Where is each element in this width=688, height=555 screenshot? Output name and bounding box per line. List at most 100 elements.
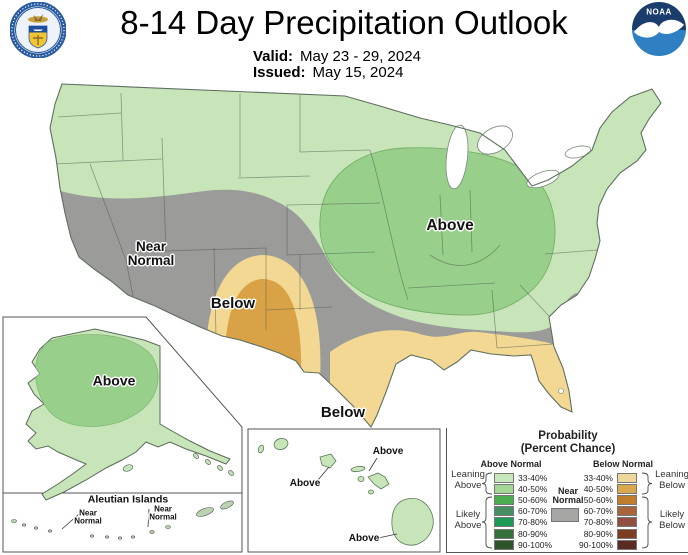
issued-label: Issued: <box>253 64 306 81</box>
likely-above-brace <box>481 496 493 549</box>
legend-range-label: 60-70% <box>583 506 613 517</box>
issued-line: Issued: May 15, 2024 <box>253 64 403 81</box>
legend-color-swatch <box>494 539 514 550</box>
legend-color-swatch <box>617 528 637 539</box>
legend-row-below: 70-80% <box>567 517 637 528</box>
legend-row-above: 80-90% <box>494 528 552 539</box>
hawaii-label-above-2: Above <box>289 477 321 489</box>
legend-above-header: Above Normal <box>480 459 542 469</box>
legend-row-below: 33-40% <box>567 472 637 483</box>
leaning-below-brace <box>641 472 653 495</box>
legend-range-label: 40-50% <box>583 483 613 494</box>
legend-range-label: 80-90% <box>583 528 613 539</box>
legend-title: Probability <box>538 430 598 442</box>
legend-row-above: 90-100% <box>494 539 552 550</box>
state-borders <box>53 92 598 349</box>
legend-color-swatch <box>494 506 514 517</box>
map-label-below-southwest: Below <box>210 295 256 313</box>
legend-row-above: 50-60% <box>494 494 552 505</box>
legend-color-swatch <box>494 472 514 483</box>
noaa-logo: NOAA <box>632 2 686 56</box>
alaska-label-above: Above <box>92 372 136 389</box>
molokai <box>350 465 366 473</box>
legend-range-label: 70-80% <box>583 517 613 528</box>
legend-row-below: 90-100% <box>567 539 637 550</box>
legend-color-swatch <box>617 472 637 483</box>
map-label-near-normal: Near Normal <box>127 238 175 268</box>
legend-range-label: 50-60% <box>583 494 613 505</box>
legend-subtitle: (Percent Chance) <box>520 443 616 455</box>
region-above-midwest-40-50 <box>319 147 556 316</box>
legend-below-column: 33-40% 40-50% 50-60% 60-70% 70-80% 80-90% 90-1… <box>567 472 637 550</box>
region-hawaii-above-33-40 <box>257 437 434 546</box>
conus-outline <box>49 83 662 428</box>
issued-value: May 15, 2024 <box>312 64 404 81</box>
legend-color-swatch <box>617 539 637 550</box>
legend-range-label: 60-70% <box>518 506 548 517</box>
legend-row-below: 40-50% <box>567 483 637 494</box>
aleutian-label-near-normal-left: Near Normal <box>74 508 102 526</box>
lake-michigan <box>445 124 469 190</box>
map-label-below-gulf: Below <box>320 404 366 422</box>
valid-line: Valid: May 23 - 29, 2024 <box>253 48 421 65</box>
region-below-gulf-33-40 <box>330 330 625 427</box>
legend-color-swatch <box>617 494 637 505</box>
hawaii-label-above-3: Above <box>348 532 380 544</box>
legend-likely-above-label: Likely Above <box>454 509 482 531</box>
legend-color-swatch <box>617 483 637 494</box>
eagle-icon <box>28 16 48 23</box>
alaska-small-islands <box>122 453 234 476</box>
legend-leaning-above-label: Leaning Above <box>451 469 485 491</box>
legend-leaning-below-label: Leaning Below <box>655 469 688 491</box>
legend-color-swatch <box>494 528 514 539</box>
aleutian-islands <box>11 500 234 540</box>
legend-range-label: 90-100% <box>518 539 553 550</box>
niihau <box>257 444 265 454</box>
legend-color-swatch <box>494 517 514 528</box>
legend-row-above: 33-40% <box>494 472 552 483</box>
legend-above-column: 33-40% 40-50% 50-60% 60-70% 70-80% 80-90% 90-1… <box>494 472 552 550</box>
hawaii-pointer-lines <box>317 457 398 539</box>
aleutian-islands-title: Aleutian Islands <box>87 493 169 506</box>
legend-row-above: 40-50% <box>494 483 552 494</box>
likely-below-brace <box>641 496 653 549</box>
lake-ontario <box>564 145 592 159</box>
department-of-commerce-seal <box>10 2 66 58</box>
leaning-above-brace <box>481 472 493 495</box>
legend-color-swatch <box>617 506 637 517</box>
legend-color-swatch <box>494 483 514 494</box>
legend-range-label: 50-60% <box>518 494 548 505</box>
legend-row-above: 70-80% <box>494 517 552 528</box>
valid-label: Valid: <box>253 48 294 65</box>
big-island <box>391 497 434 546</box>
legend-row-below: 80-90% <box>567 528 637 539</box>
lake-huron <box>477 125 513 155</box>
legend-braces <box>481 472 653 549</box>
hawaii-label-above-1: Above <box>372 445 404 457</box>
aleutian-pointer-lines <box>61 508 150 530</box>
page-title: 8-14 Day Precipitation Outlook <box>120 4 568 41</box>
lake-okeechobee <box>558 388 564 394</box>
legend-below-header: Below Normal <box>592 459 653 469</box>
legend-range-label: 80-90% <box>518 528 548 539</box>
kahoolawe <box>368 489 374 495</box>
great-lakes <box>445 124 592 394</box>
valid-value: May 23 - 29, 2024 <box>300 48 421 65</box>
legend-likely-below-label: Likely Below <box>659 509 685 531</box>
seagull-icon <box>634 19 684 38</box>
legend-near-normal-label: Near Normal <box>552 486 584 506</box>
map-label-above-midwest: Above <box>426 216 474 234</box>
legend-near-normal-swatch <box>551 508 579 522</box>
legend-color-swatch <box>617 517 637 528</box>
oahu <box>319 453 337 469</box>
aleutian-label-near-normal-right: Near Normal <box>149 504 177 522</box>
legend-row-above: 60-70% <box>494 506 552 517</box>
legend-row-below: 50-60% <box>567 494 637 505</box>
legend-range-label: 70-80% <box>518 517 548 528</box>
maui <box>367 472 390 490</box>
lanai <box>357 476 365 482</box>
legend-color-swatch <box>494 494 514 505</box>
kauai <box>273 437 289 451</box>
